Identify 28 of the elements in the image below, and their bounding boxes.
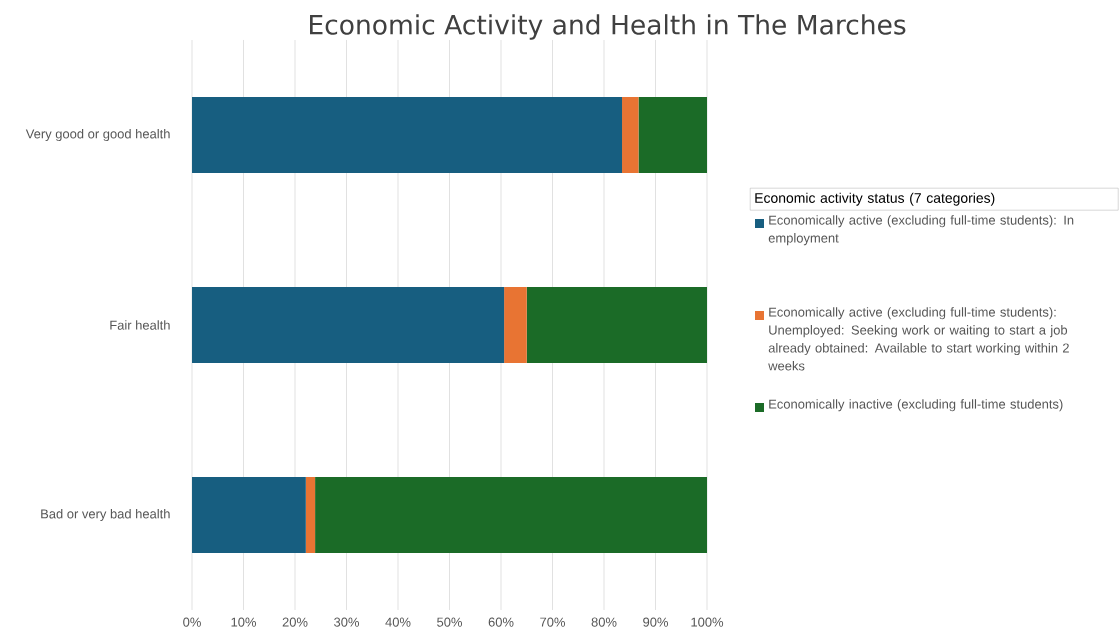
x-tick-label: 10% (231, 617, 257, 627)
chart-title: Economic Activity and Health in The Marches (310, 14, 906, 40)
bar (315, 476, 708, 553)
y-tick-label: Very good or good health (25, 128, 170, 142)
x-tick-label: 40% (385, 617, 411, 627)
x-tick-label: 0% (183, 617, 201, 627)
legend-title: Economic activity status (7 categories) (755, 192, 995, 206)
legend-label: Economically active (excluding full-time students): In employment (768, 215, 1074, 246)
x-tick-label: 90% (643, 617, 669, 627)
x-tick-label: 50% (437, 617, 463, 627)
x-tick-label: 20% (282, 617, 308, 627)
bar (305, 476, 316, 553)
bar (192, 96, 623, 173)
bar (192, 286, 505, 363)
y-tick-label: Fair health (110, 320, 170, 330)
bar (192, 476, 306, 553)
y-tick-label: Bad or very bad health (41, 508, 170, 522)
x-tick-label: 30% (334, 617, 360, 627)
x-tick-label: 70% (540, 617, 566, 627)
bar (504, 286, 527, 363)
bar (638, 96, 708, 173)
x-tick-label: 100% (691, 617, 724, 627)
x-tick-label: 60% (488, 617, 514, 627)
legend-label: Economically active (excluding full-time students): Unemployed: Seeking work or waiting to start a job already obtained: Available to start working within 2 weeks (768, 307, 1069, 371)
x-tick-label: 80% (591, 617, 617, 627)
bar (622, 96, 639, 173)
legend-label: Economically inactive (excluding full-time students) (769, 399, 1063, 412)
bar (526, 286, 708, 363)
